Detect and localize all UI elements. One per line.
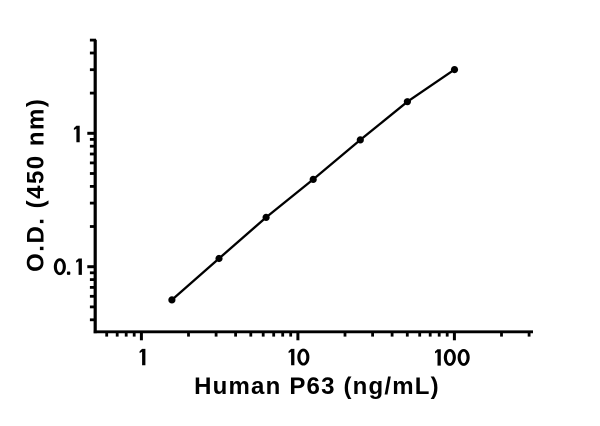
svg-text:O.D. (450 nm): O.D. (450 nm) <box>23 98 50 272</box>
svg-text:Human P63 (ng/mL): Human P63 (ng/mL) <box>194 373 440 400</box>
